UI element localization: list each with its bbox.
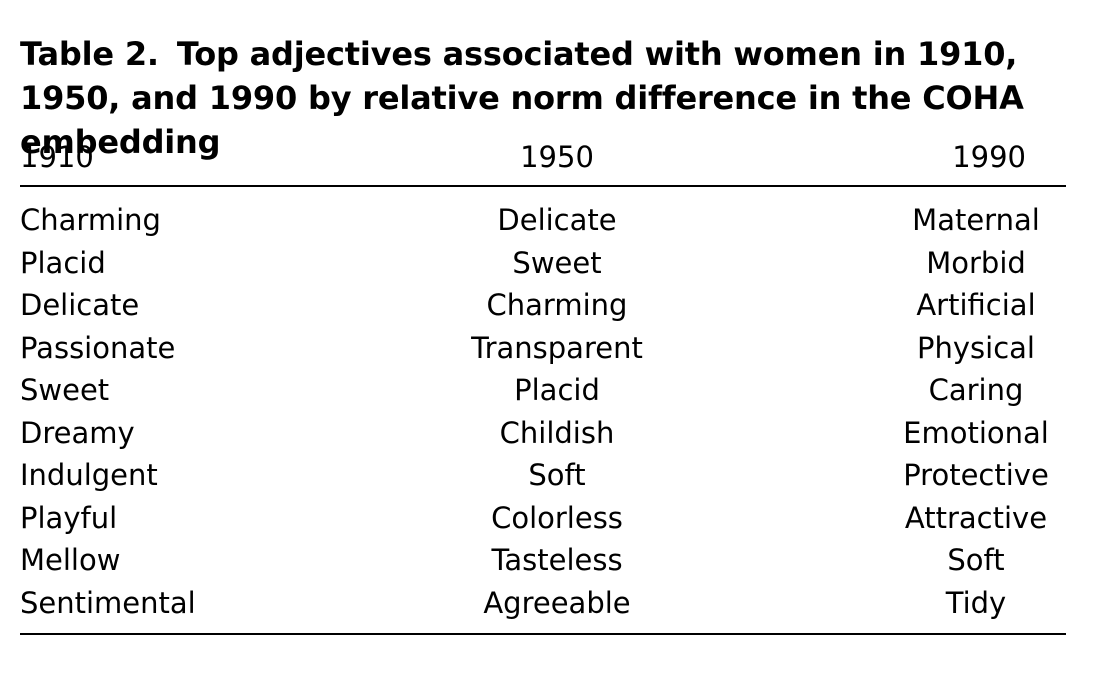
column-header-1990: 1990 <box>952 140 1026 174</box>
cell-1910: Playful <box>20 500 118 535</box>
cell-1990: Soft <box>947 543 1005 577</box>
cell-1910: Sentimental <box>20 585 196 620</box>
cell-1990: Maternal <box>912 203 1040 237</box>
cell-1990: Protective <box>903 458 1049 492</box>
bottom-rule <box>20 633 1066 635</box>
column-header-1910: 1910 <box>20 140 94 174</box>
table-row: Delicate Charming Artificial <box>20 284 1066 327</box>
table-row: Sentimental Agreeable Tidy <box>20 582 1066 625</box>
table-caption: Table 2. Top adjectives associated with w… <box>20 32 1070 164</box>
column-header-1950: 1950 <box>520 140 594 174</box>
cell-1910: Passionate <box>20 330 176 365</box>
table-row: Charming Delicate Maternal <box>20 199 1066 242</box>
header-rule <box>20 185 1066 187</box>
cell-1950: Transparent <box>471 330 643 365</box>
cell-1910: Charming <box>20 203 161 237</box>
table-title: Top adjectives associated with women in … <box>20 35 1024 161</box>
cell-1950: Sweet <box>512 245 602 280</box>
table-row: Passionate Transparent Physical <box>20 327 1066 370</box>
table-header-row: 1910 1950 1990 <box>20 136 1066 178</box>
table-row: Mellow Tasteless Soft <box>20 539 1066 582</box>
table-row: Placid Sweet Morbid <box>20 242 1066 285</box>
table-row: Playful Colorless Attractive <box>20 497 1066 540</box>
cell-1910: Mellow <box>20 543 121 577</box>
adjectives-table: 1910 1950 1990 Charming Delicate Materna… <box>20 136 1066 635</box>
table-label: Table 2. <box>20 35 159 73</box>
cell-1950: Charming <box>486 288 628 322</box>
cell-1990: Caring <box>928 373 1024 407</box>
cell-1990: Morbid <box>926 245 1026 280</box>
cell-1950: Soft <box>528 458 586 492</box>
cell-1950: Agreeable <box>483 585 631 620</box>
table-row: Sweet Placid Caring <box>20 369 1066 412</box>
cell-1950: Colorless <box>491 500 623 535</box>
cell-1910: Placid <box>20 245 106 280</box>
cell-1910: Delicate <box>20 288 140 322</box>
cell-1950: Delicate <box>497 203 617 237</box>
table-row: Indulgent Soft Protective <box>20 454 1066 497</box>
table-body: Charming Delicate Maternal Placid Sweet … <box>20 187 1066 633</box>
cell-1990: Emotional <box>903 415 1049 450</box>
cell-1910: Dreamy <box>20 415 135 450</box>
cell-1910: Sweet <box>20 373 110 407</box>
cell-1950: Placid <box>514 373 600 407</box>
cell-1950: Tasteless <box>491 543 623 577</box>
cell-1990: Attractive <box>904 500 1048 535</box>
cell-1950: Childish <box>499 415 615 450</box>
cell-1910: Indulgent <box>20 458 158 492</box>
table-row: Dreamy Childish Emotional <box>20 412 1066 455</box>
cell-1990: Tidy <box>945 585 1007 620</box>
cell-1990: Physical <box>917 330 1035 365</box>
cell-1990: Artificial <box>916 288 1036 322</box>
